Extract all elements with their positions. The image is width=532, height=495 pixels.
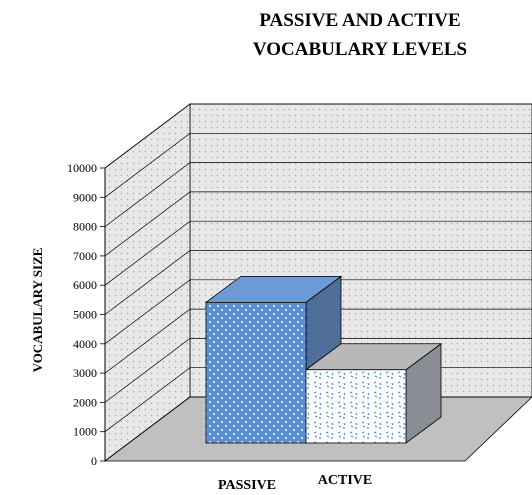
y-tick-label: 1000: [73, 425, 97, 439]
y-tick-label: 4000: [73, 337, 97, 351]
x-category-label: PASSIVE: [218, 478, 276, 493]
y-tick-label: 10000: [67, 161, 97, 175]
gridline: [104, 250, 532, 315]
gridline: [104, 132, 532, 198]
y-tick-label: 9000: [73, 190, 97, 204]
y-tick-label: 6000: [73, 278, 97, 292]
gridline: [104, 279, 532, 345]
y-tick-label: 8000: [73, 220, 97, 234]
y-tick-label: 2000: [73, 395, 97, 409]
gridline: [104, 338, 532, 403]
gridline: [104, 220, 532, 286]
y-tick-label: 5000: [73, 308, 97, 322]
gridline: [104, 103, 532, 169]
y-tick-label: 3000: [73, 366, 97, 380]
y-tick-label: 7000: [73, 249, 97, 263]
y-tick-label: 0: [91, 454, 97, 468]
bar-active: [304, 342, 443, 444]
chart-title-line-1: PASSIVE AND ACTIVE: [259, 10, 461, 31]
x-category-label: ACTIVE: [318, 473, 372, 488]
gridline: [104, 191, 532, 257]
gridline: [104, 308, 532, 374]
gridline: [104, 162, 532, 227]
bar-front: [305, 369, 407, 444]
chart-title-line-2: VOCABULARY LEVELS: [252, 39, 468, 60]
chart-title: PASSIVE AND ACTIVE VOCABULARY LEVELS: [190, 6, 530, 64]
bar-front: [205, 301, 307, 444]
